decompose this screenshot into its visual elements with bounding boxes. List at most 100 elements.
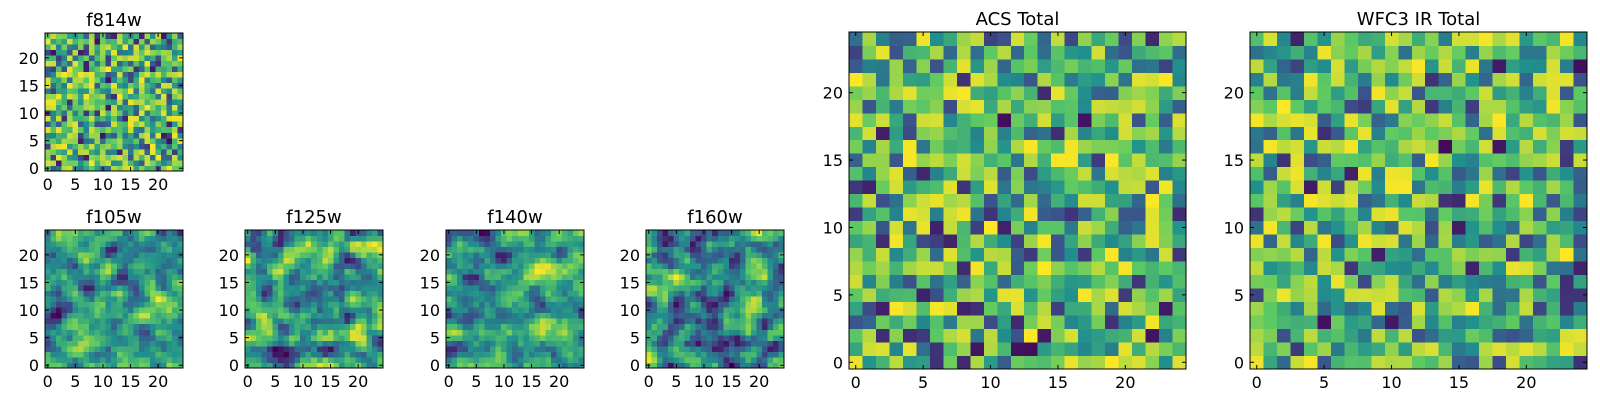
heatmap-cell (111, 132, 118, 139)
heatmap-cell (523, 301, 530, 308)
heatmap-cell (1519, 166, 1534, 181)
heatmap-cell (1330, 99, 1345, 114)
heatmap-cell (56, 334, 62, 341)
heatmap-cell (501, 351, 508, 358)
heatmap-cell (468, 334, 474, 341)
heatmap-cell (662, 268, 669, 275)
heatmap-cell (512, 285, 519, 292)
heatmap-cell (462, 307, 469, 314)
heatmap-cell (45, 263, 51, 270)
heatmap-cell (83, 274, 90, 281)
heatmap-cell (772, 241, 779, 247)
heatmap-cell (56, 66, 62, 73)
heatmap-cell (160, 263, 167, 270)
heatmap-cell (83, 49, 90, 56)
heatmap-cell (929, 58, 944, 73)
heatmap-cell (875, 234, 890, 249)
heatmap-cell (355, 257, 362, 264)
heatmap-cell (45, 99, 51, 106)
heatmap-cell (550, 296, 557, 303)
heatmap-cell (567, 274, 574, 281)
heatmap-cell (1330, 85, 1345, 100)
heatmap-cell (360, 334, 367, 341)
heatmap-cell (283, 230, 290, 236)
heatmap-cell (100, 110, 107, 117)
heatmap-cell (89, 334, 96, 341)
heatmap-cell (528, 290, 535, 297)
heatmap-cell (734, 340, 741, 347)
heatmap-cell (72, 110, 79, 117)
heatmap-cell (94, 235, 101, 242)
heatmap-cell (1344, 315, 1359, 329)
heatmap-cell (1118, 355, 1133, 370)
heatmap-cell (89, 318, 96, 325)
heatmap-cell (668, 323, 674, 330)
heatmap-cell (997, 166, 1012, 181)
heatmap-cell (105, 143, 112, 150)
heatmap-cell (1037, 139, 1052, 154)
heatmap-cell (111, 66, 118, 73)
heatmap-cell (539, 340, 546, 347)
heatmap-cell (1371, 207, 1386, 222)
heatmap-cell (916, 247, 931, 262)
heatmap-cell (528, 285, 535, 292)
heatmap-cell (305, 307, 312, 314)
heatmap-cell (512, 252, 519, 258)
heatmap-cell (1118, 301, 1133, 316)
heatmap-cell (684, 307, 691, 314)
heatmap-cell (116, 252, 123, 258)
heatmap-cell (1276, 112, 1291, 127)
heatmap-cell (501, 296, 508, 303)
heatmap-cell (1519, 72, 1534, 87)
heatmap-cell (166, 290, 173, 297)
heatmap-cell (484, 235, 491, 242)
heatmap-cell (734, 230, 741, 236)
heatmap-cell (171, 307, 178, 314)
heatmap-cell (695, 351, 702, 358)
heatmap-cell (149, 49, 156, 56)
heatmap-cell (717, 252, 724, 258)
heatmap-cell (67, 55, 73, 61)
x-tick-label: 15 (320, 372, 340, 391)
heatmap-cell (1371, 220, 1386, 235)
heatmap-cell (490, 252, 497, 258)
heatmap-cell (1037, 112, 1052, 127)
heatmap-cell (473, 274, 480, 281)
heatmap-cell (1506, 193, 1520, 208)
heatmap-cell (1078, 207, 1093, 222)
heatmap-cell (1105, 32, 1119, 46)
heatmap-cell (50, 268, 57, 275)
heatmap-cell (89, 71, 96, 78)
heatmap-cell (94, 143, 101, 150)
heatmap-cell (578, 356, 585, 363)
heatmap-cell (166, 137, 173, 144)
heatmap-cell (56, 318, 62, 325)
heatmap-cell (111, 121, 118, 128)
heatmap-cell (89, 241, 96, 247)
heatmap-cell (177, 88, 184, 95)
heatmap-cell (1344, 274, 1359, 289)
heatmap-cell (501, 334, 508, 341)
heatmap-cell (155, 99, 162, 106)
heatmap-cell (1344, 301, 1359, 316)
heatmap-cell (1317, 153, 1332, 168)
heatmap-cell (528, 334, 535, 341)
heatmap-cell (122, 159, 129, 166)
heatmap-cell (484, 356, 491, 363)
heatmap-cell (673, 241, 680, 247)
heatmap-cell (1411, 328, 1426, 343)
panel-title: ACS Total (976, 9, 1060, 30)
heatmap-cell (997, 234, 1012, 249)
heatmap-cell (300, 312, 307, 319)
heatmap-cell (100, 115, 107, 122)
heatmap-cell (690, 345, 697, 352)
heatmap-cell (1172, 72, 1187, 87)
heatmap-cell (523, 329, 530, 336)
heatmap-cell (750, 230, 757, 236)
heatmap-cell (997, 328, 1012, 343)
heatmap-cell (1425, 247, 1440, 262)
heatmap-cell (256, 285, 262, 292)
heatmap-cell (1037, 58, 1052, 73)
heatmap-cell (1357, 220, 1372, 235)
heatmap-cell (245, 257, 251, 264)
